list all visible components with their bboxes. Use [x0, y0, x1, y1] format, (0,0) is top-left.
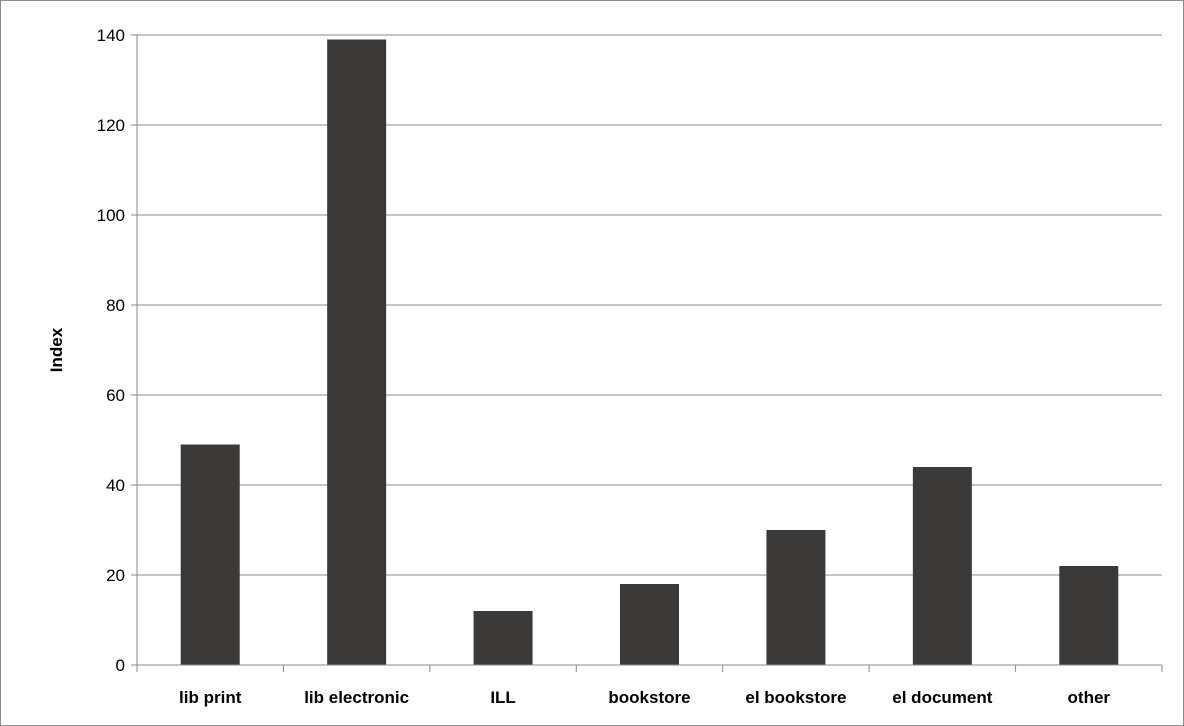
y-tick-label: 40 [106, 476, 125, 495]
x-tick-label: other [1068, 688, 1111, 707]
x-tick-label: lib print [179, 688, 242, 707]
gridlines [137, 34, 1162, 576]
bar [180, 444, 240, 665]
y-tick-label: 0 [116, 656, 125, 675]
bar [912, 467, 972, 665]
x-tick-labels: lib print lib electronic ILL bookstore el bo… [179, 688, 1110, 707]
bar [1059, 566, 1119, 665]
y-tick-label: 100 [97, 206, 125, 225]
x-tick-label: ILL [490, 688, 516, 707]
x-tick-label: bookstore [608, 688, 690, 707]
bar [473, 611, 533, 665]
bars [180, 39, 1119, 665]
y-tick-label: 60 [106, 386, 125, 405]
y-tick-label: 80 [106, 296, 125, 315]
y-tick-label: 20 [106, 566, 125, 585]
bar [620, 584, 679, 665]
y-tick-label: 120 [97, 116, 125, 135]
x-tick-label: lib electronic [304, 688, 409, 707]
x-tick-label: el document [892, 688, 992, 707]
x-tick-label: el bookstore [745, 688, 846, 707]
y-tick-label: 140 [97, 26, 125, 45]
y-tick-labels: 0 20 40 60 80 100 120 140 [97, 26, 125, 675]
bar [766, 530, 826, 665]
y-axis-title: Index [47, 327, 66, 372]
axes [131, 34, 1163, 672]
bar [327, 39, 387, 665]
